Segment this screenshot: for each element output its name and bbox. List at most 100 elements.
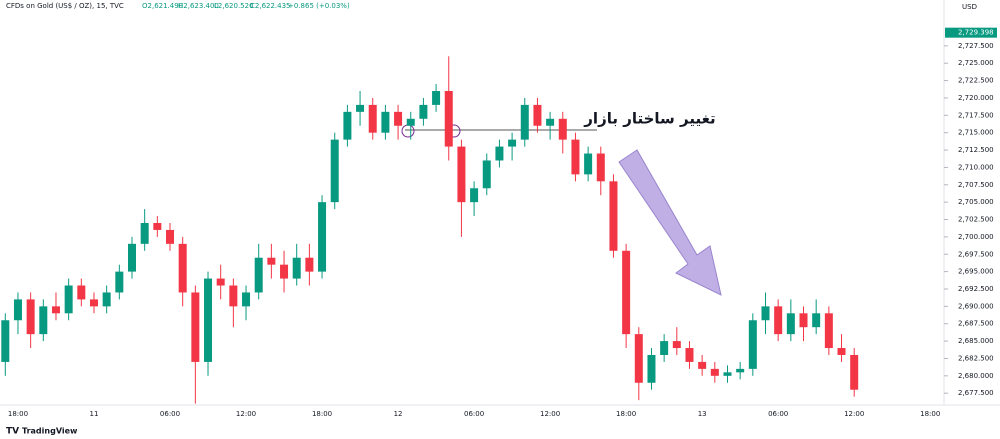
candle-body [761, 306, 770, 321]
candle-body [558, 118, 567, 140]
last-price-label: 2,729.398 [958, 29, 994, 37]
candle-body [166, 229, 175, 244]
candle-body [748, 320, 757, 369]
x-tick-label: 06:00 [464, 410, 484, 418]
candle-body [1, 320, 10, 362]
candle-body [546, 118, 555, 126]
candle-body [89, 299, 98, 307]
candle-body [140, 222, 149, 244]
candle-body [330, 139, 339, 203]
candle-body [660, 341, 669, 355]
candle-body [470, 188, 479, 203]
candle-body [685, 348, 694, 362]
candle-body [634, 334, 643, 383]
y-tick-label: 2,682.500 [958, 354, 994, 362]
candle-body [419, 104, 428, 119]
candle-body [229, 285, 238, 307]
candle-body [356, 104, 365, 112]
candle-body [254, 257, 263, 293]
brand[interactable]: TradingView [22, 427, 78, 436]
x-tick-label: 13 [698, 410, 707, 418]
y-tick-label: 2,720.000 [958, 94, 994, 102]
candle-body [710, 368, 719, 376]
low: L2,620.520 [214, 2, 254, 10]
candle-body [51, 306, 60, 314]
last-price-tag [945, 27, 997, 38]
candle-body [26, 299, 35, 335]
x-tick-label: 18:00 [616, 410, 636, 418]
candle-body [280, 264, 289, 279]
candle-body [850, 354, 859, 390]
candle-body [292, 257, 301, 279]
candle-body [520, 104, 529, 140]
candle-body [508, 139, 517, 147]
x-tick-label: 12:00 [844, 410, 864, 418]
candle-body [267, 257, 276, 265]
candle-body [647, 354, 656, 383]
candle-body [698, 361, 707, 369]
y-tick-label: 2,700.000 [958, 233, 994, 241]
candle-body [786, 313, 795, 335]
candle-body [596, 153, 605, 182]
candle-body [318, 202, 327, 272]
candle-body [406, 118, 415, 126]
candle-body [457, 146, 466, 203]
candle-body [153, 222, 162, 230]
y-tick-label: 2,685.000 [958, 337, 994, 345]
x-tick-label: 12 [394, 410, 403, 418]
candle-body [812, 313, 821, 328]
candle-body [394, 111, 403, 126]
x-tick-label: 18:00 [8, 410, 28, 418]
y-tick-label: 2,707.500 [958, 181, 994, 189]
candle-body [13, 299, 22, 321]
x-tick-label: 18:00 [312, 410, 332, 418]
candle-body [736, 368, 745, 373]
candle-body [343, 111, 352, 140]
candle-body [128, 243, 136, 272]
y-tick-label: 2,727.500 [958, 42, 994, 50]
candle-body [584, 153, 593, 175]
candle-body [305, 257, 314, 272]
symbol: CFDs on Gold (US$ / OZ), 15, TVC [6, 2, 124, 10]
change: +0.865 (+0.03%) [288, 2, 350, 10]
y-tick-label: 2,690.000 [958, 302, 994, 310]
candle-body [242, 292, 251, 307]
currency[interactable]: USD [962, 3, 977, 11]
candle-body [102, 292, 111, 307]
candle-body [368, 104, 377, 133]
y-tick-label: 2,695.000 [958, 268, 994, 276]
brand-logo: 𝗧𝗩 [6, 427, 19, 437]
high: H2,623.400 [178, 2, 219, 10]
candle-body [204, 278, 213, 362]
candle-body [444, 91, 453, 147]
x-tick-label: 11 [90, 410, 99, 418]
y-tick-label: 2,680.000 [958, 372, 994, 380]
candle-body [39, 306, 48, 335]
candle-body [178, 243, 187, 293]
y-tick-label: 2,725.000 [958, 59, 994, 67]
candle-body [824, 313, 833, 349]
candle-body [216, 278, 225, 286]
candle-body [64, 285, 73, 314]
y-tick-label: 2,717.500 [958, 111, 994, 119]
candle-body [432, 91, 441, 105]
y-tick-label: 2,712.500 [958, 146, 994, 154]
x-tick-label: 18:00 [920, 410, 940, 418]
x-tick-label: 06:00 [768, 410, 788, 418]
candle-body [115, 271, 124, 293]
arrow [618, 149, 722, 296]
candle-body [533, 104, 542, 126]
y-tick-label: 2,692.500 [958, 285, 994, 293]
y-tick-label: 2,705.000 [958, 198, 994, 206]
candle-body [672, 341, 681, 349]
x-tick-label: 12:00 [236, 410, 256, 418]
y-tick-label: 2,710.000 [958, 163, 994, 171]
candle-body [723, 372, 732, 376]
y-tick-label: 2,687.500 [958, 320, 994, 328]
candle-body [799, 313, 808, 328]
candle-body [571, 139, 580, 175]
y-tick-label: 2,702.500 [958, 216, 994, 224]
y-tick-label: 2,722.500 [958, 77, 994, 85]
